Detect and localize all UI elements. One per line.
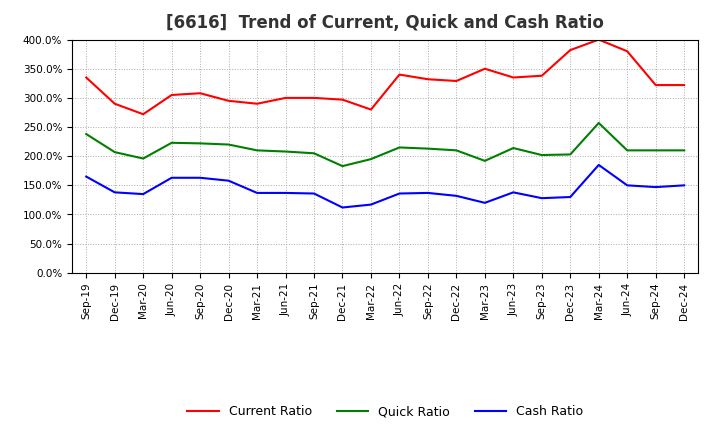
- Cash Ratio: [310, 191, 318, 196]
- Quick Ratio: [310, 150, 318, 156]
- Cash Ratio: [537, 195, 546, 201]
- Cash Ratio: [680, 183, 688, 188]
- Current Ratio: [225, 98, 233, 103]
- Current Ratio: [423, 77, 432, 82]
- Current Ratio: [82, 75, 91, 80]
- Legend: Current Ratio, Quick Ratio, Cash Ratio: Current Ratio, Quick Ratio, Cash Ratio: [182, 400, 588, 423]
- Title: [6616]  Trend of Current, Quick and Cash Ratio: [6616] Trend of Current, Quick and Cash …: [166, 15, 604, 33]
- Quick Ratio: [338, 164, 347, 169]
- Current Ratio: [253, 101, 261, 106]
- Current Ratio: [680, 82, 688, 88]
- Cash Ratio: [509, 190, 518, 195]
- Quick Ratio: [452, 148, 461, 153]
- Quick Ratio: [395, 145, 404, 150]
- Current Ratio: [623, 48, 631, 54]
- Cash Ratio: [623, 183, 631, 188]
- Line: Current Ratio: Current Ratio: [86, 40, 684, 114]
- Quick Ratio: [196, 141, 204, 146]
- Quick Ratio: [480, 158, 489, 164]
- Current Ratio: [139, 112, 148, 117]
- Current Ratio: [310, 95, 318, 100]
- Quick Ratio: [139, 156, 148, 161]
- Quick Ratio: [680, 148, 688, 153]
- Current Ratio: [537, 73, 546, 78]
- Quick Ratio: [423, 146, 432, 151]
- Quick Ratio: [253, 148, 261, 153]
- Quick Ratio: [652, 148, 660, 153]
- Quick Ratio: [595, 120, 603, 125]
- Current Ratio: [338, 97, 347, 102]
- Current Ratio: [282, 95, 290, 100]
- Current Ratio: [566, 48, 575, 53]
- Cash Ratio: [139, 191, 148, 197]
- Current Ratio: [480, 66, 489, 71]
- Cash Ratio: [253, 190, 261, 195]
- Cash Ratio: [225, 178, 233, 183]
- Cash Ratio: [652, 184, 660, 190]
- Cash Ratio: [566, 194, 575, 200]
- Cash Ratio: [196, 175, 204, 180]
- Cash Ratio: [395, 191, 404, 196]
- Current Ratio: [452, 78, 461, 84]
- Quick Ratio: [566, 152, 575, 157]
- Current Ratio: [110, 101, 119, 106]
- Quick Ratio: [623, 148, 631, 153]
- Quick Ratio: [366, 157, 375, 162]
- Quick Ratio: [82, 132, 91, 137]
- Quick Ratio: [167, 140, 176, 146]
- Cash Ratio: [282, 190, 290, 195]
- Line: Cash Ratio: Cash Ratio: [86, 165, 684, 208]
- Cash Ratio: [595, 162, 603, 168]
- Current Ratio: [366, 107, 375, 112]
- Current Ratio: [167, 92, 176, 98]
- Line: Quick Ratio: Quick Ratio: [86, 123, 684, 166]
- Cash Ratio: [82, 174, 91, 179]
- Cash Ratio: [452, 193, 461, 198]
- Current Ratio: [652, 82, 660, 88]
- Quick Ratio: [537, 152, 546, 158]
- Current Ratio: [196, 91, 204, 96]
- Quick Ratio: [282, 149, 290, 154]
- Quick Ratio: [225, 142, 233, 147]
- Cash Ratio: [423, 190, 432, 195]
- Current Ratio: [395, 72, 404, 77]
- Cash Ratio: [366, 202, 375, 207]
- Cash Ratio: [480, 200, 489, 205]
- Current Ratio: [509, 75, 518, 80]
- Cash Ratio: [167, 175, 176, 180]
- Cash Ratio: [338, 205, 347, 210]
- Quick Ratio: [509, 145, 518, 150]
- Quick Ratio: [110, 150, 119, 155]
- Cash Ratio: [110, 190, 119, 195]
- Current Ratio: [595, 37, 603, 42]
